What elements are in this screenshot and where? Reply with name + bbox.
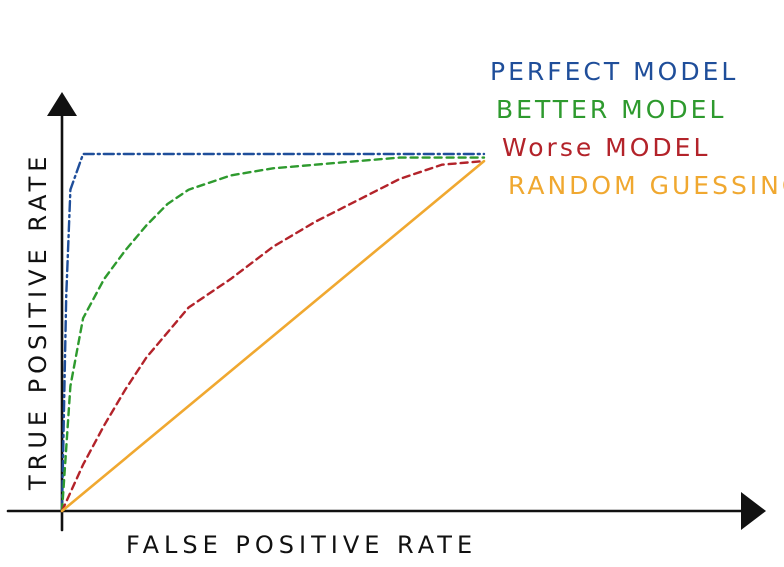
y-axis-arrow-icon: [47, 92, 77, 116]
series-line-2: [60, 156, 486, 513]
legend: PERFECT MODEL BETTER MODEL Worse MODEL RAND…: [490, 57, 784, 200]
legend-label-1: PERFECT MODEL: [490, 57, 738, 86]
series-line-4: [60, 159, 486, 513]
series-layer: [60, 152, 486, 513]
legend-label-3: Worse MODEL: [502, 133, 710, 162]
legend-label-4: RANDOM GUESSING: [508, 171, 784, 200]
y-axis-label: TRUE POSITIVE RATE: [24, 152, 52, 491]
series-line-3: [60, 159, 486, 513]
x-axis-arrow-icon: [741, 492, 766, 530]
x-axis-label: FALSE POSITIVE RATE: [126, 531, 477, 559]
series-line-1: [60, 152, 486, 513]
legend-label-2: BETTER MODEL: [496, 95, 726, 124]
